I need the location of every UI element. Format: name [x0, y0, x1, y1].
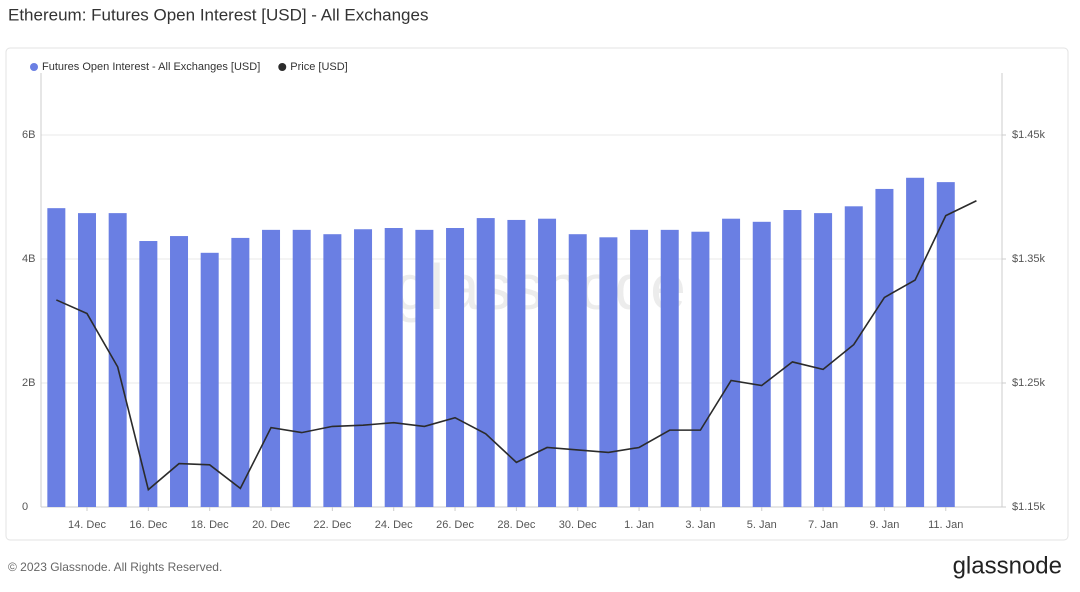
bar [292, 229, 311, 508]
bar [752, 221, 771, 508]
footer: © 2023 Glassnode. All Rights Reserved. [8, 560, 222, 574]
bar [139, 241, 158, 507]
bar [599, 237, 618, 508]
logo: glassnode [953, 552, 1062, 579]
x-tick-label: 7. Jan [808, 519, 838, 531]
bar [231, 237, 250, 508]
bar [354, 229, 373, 508]
y-tick-label: 6B [22, 129, 35, 141]
x-tick-label: 1. Jan [624, 519, 654, 531]
x-tick-label: 11. Jan [928, 519, 963, 531]
y2-tick-label: $1.45k [1012, 129, 1046, 141]
bar [844, 206, 863, 508]
bar [47, 208, 66, 507]
price-line [56, 200, 977, 492]
chart-title: Ethereum: Futures Open Interest [USD] - … [8, 5, 428, 24]
legend-marker [30, 63, 38, 71]
bar [108, 213, 127, 507]
bar [936, 182, 955, 507]
y2-tick-label: $1.35k [1012, 253, 1046, 265]
x-tick-label: 18. Dec [191, 519, 229, 531]
x-tick-label: 28. Dec [497, 519, 535, 531]
y-tick-label: 0 [22, 501, 28, 513]
legend-marker [278, 63, 287, 71]
y2-tick-label: $1.25k [1012, 377, 1046, 389]
bar [691, 231, 710, 507]
y-tick-label: 2B [22, 377, 35, 389]
bar [660, 229, 679, 508]
bar [722, 218, 741, 507]
bar [200, 252, 219, 507]
x-tick-label: 26. Dec [436, 519, 474, 531]
bar [262, 229, 281, 508]
x-tick-label: 30. Dec [559, 519, 597, 531]
y2-tick-label: $1.15k [1012, 501, 1046, 513]
bar [538, 218, 557, 507]
x-tick-label: 22. Dec [313, 519, 351, 531]
legend-label: Futures Open Interest - All Exchanges [U… [42, 61, 260, 73]
x-tick-label: 3. Jan [685, 519, 715, 531]
bar [384, 228, 403, 507]
x-tick-label: 9. Jan [869, 519, 899, 531]
bar [78, 213, 97, 507]
x-tick-label: 16. Dec [129, 519, 167, 531]
bar [630, 229, 649, 508]
bar [476, 218, 495, 507]
bar [906, 177, 925, 507]
bar [783, 210, 802, 507]
bar [446, 228, 465, 507]
legend-label: Price [USD] [290, 61, 347, 73]
bar [323, 234, 342, 507]
bar [415, 229, 434, 508]
bar [875, 188, 894, 507]
x-tick-label: 14. Dec [68, 519, 106, 531]
x-tick-label: 24. Dec [375, 519, 413, 531]
bar [568, 234, 587, 507]
bar [507, 219, 526, 507]
bar [170, 236, 189, 507]
bar [814, 213, 833, 507]
x-tick-label: 5. Jan [747, 519, 777, 531]
chart-frame [5, 47, 1069, 541]
y-tick-label: 4B [22, 253, 35, 265]
x-tick-label: 20. Dec [252, 519, 290, 531]
